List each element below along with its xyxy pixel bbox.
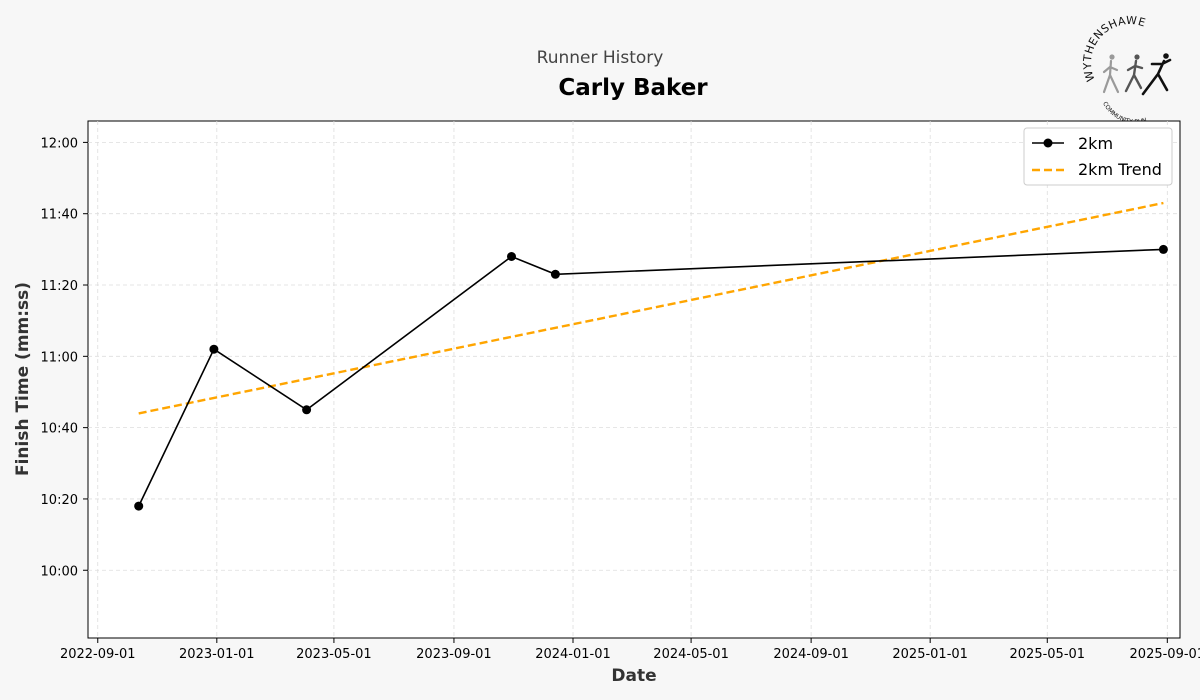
series-line-2km-trend bbox=[138, 201, 1164, 415]
y-tick-label: 10:00 bbox=[41, 564, 78, 579]
y-tick-label: 10:20 bbox=[41, 493, 78, 508]
runner-silhouette-icon bbox=[1124, 54, 1144, 93]
legend-marker-2km bbox=[1043, 138, 1053, 148]
y-tick-label: 10:40 bbox=[41, 422, 78, 437]
chart-title: Carly Baker bbox=[558, 75, 708, 101]
y-tick-label: 11:00 bbox=[41, 350, 78, 365]
runner-silhouette-icon bbox=[1102, 54, 1120, 94]
data-point-2km bbox=[134, 501, 144, 511]
data-point-2km bbox=[209, 344, 219, 354]
x-tick-label: 2024-05-01 bbox=[653, 647, 729, 662]
y-axis-label: Finish Time (mm:ss) bbox=[13, 282, 33, 476]
wythenshawe-community-run-logo: WYTHENSHAWE COMMUNITY RUN bbox=[1081, 14, 1172, 126]
runner-silhouette-icon bbox=[1141, 53, 1172, 96]
legend-label-trend: 2km Trend bbox=[1078, 160, 1162, 179]
logo-top-text: WYTHENSHAWE bbox=[1081, 14, 1147, 83]
x-tick-label: 2023-05-01 bbox=[296, 647, 372, 662]
x-tick-label: 2024-01-01 bbox=[535, 647, 611, 662]
svg-text:WYTHENSHAWE: WYTHENSHAWE bbox=[1081, 14, 1147, 83]
x-axis-label: Date bbox=[611, 666, 656, 686]
data-point-2km bbox=[507, 252, 516, 261]
x-tick-label: 2024-09-01 bbox=[773, 647, 849, 662]
y-tick-label: 11:20 bbox=[41, 279, 78, 294]
series-line-2km bbox=[137, 248, 1164, 507]
data-point-2km bbox=[302, 405, 312, 415]
x-tick-label: 2025-01-01 bbox=[892, 647, 968, 662]
grid-lines bbox=[88, 121, 1180, 638]
x-axis: 2022-09-01 2023-01-01 2023-05-01 2023-09-01… bbox=[60, 638, 1200, 662]
x-tick-label: 2023-09-01 bbox=[416, 647, 492, 662]
data-point-2km bbox=[550, 269, 560, 279]
plot-area bbox=[87, 120, 1181, 639]
legend: 2km 2km Trend bbox=[1023, 127, 1173, 186]
x-tick-label: 2023-01-01 bbox=[179, 647, 255, 662]
data-point-2km bbox=[1158, 244, 1168, 254]
y-axis: 10:00 10:20 10:40 11:00 11:20 11:40 12:00 bbox=[41, 136, 88, 579]
x-tick-label: 2025-09-01 bbox=[1130, 647, 1200, 662]
y-tick-label: 12:00 bbox=[41, 136, 78, 151]
chart-suptitle: Runner History bbox=[537, 48, 664, 68]
series-layer bbox=[134, 201, 1168, 511]
legend-label-2km: 2km bbox=[1078, 134, 1113, 153]
y-tick-label: 11:40 bbox=[41, 208, 78, 223]
x-tick-label: 2025-05-01 bbox=[1010, 647, 1086, 662]
x-tick-label: 2022-09-01 bbox=[60, 647, 136, 662]
